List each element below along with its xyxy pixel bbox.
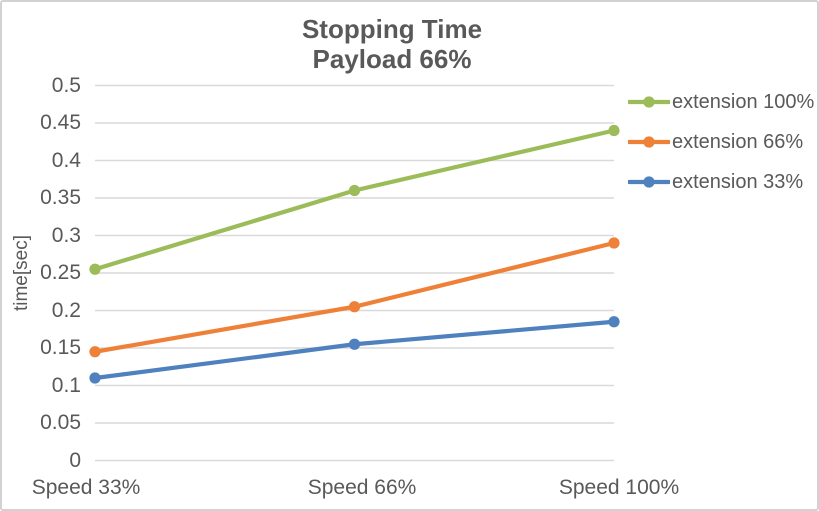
series-line-extension-66: [92, 240, 617, 354]
data-point-marker-extension-100: [348, 184, 361, 197]
legend-line-marker-icon: [628, 136, 670, 148]
legend-line-marker-icon: [628, 96, 670, 108]
legend-label: extension 33%: [672, 170, 804, 193]
data-point-marker-extension-66: [348, 301, 361, 313]
chart-title: Stopping Time: [301, 14, 483, 44]
data-point-marker-extension-100: [89, 263, 101, 275]
y-tick-label: 0.15: [40, 336, 81, 359]
legend-line-marker-icon: [628, 176, 670, 188]
legend-item-extension-66: extension 66%: [628, 130, 803, 154]
series-line-extension-100: [92, 128, 617, 272]
y-tick-label: 0.3: [51, 223, 81, 247]
legend-label: extension 66%: [672, 130, 804, 153]
y-tick-label: 0.45: [40, 111, 81, 134]
legend-label: extension 100%: [672, 90, 815, 113]
y-tick-label: 0.1: [51, 373, 81, 397]
data-point-marker-extension-100: [608, 124, 620, 137]
x-axis-label: Speed 66%: [307, 476, 417, 499]
data-point-marker-extension-33: [608, 316, 620, 328]
y-tick-label: 0.2: [51, 298, 81, 322]
y-tick-label: 0.4: [51, 148, 81, 172]
y-tick-label: 0.5: [51, 73, 81, 97]
y-tick-label: 0.25: [40, 261, 81, 284]
data-point-marker-extension-33: [89, 372, 101, 384]
y-tick-label: 0.05: [40, 411, 81, 434]
data-point-marker-extension-66: [608, 237, 620, 249]
data-point-marker-extension-66: [89, 346, 101, 358]
x-axis-label: Speed 100%: [558, 476, 680, 499]
x-axis-label: Speed 33%: [31, 476, 141, 499]
data-point-marker-extension-33: [348, 338, 361, 350]
series-line-extension-33: [92, 319, 617, 381]
y-tick-label: 0: [69, 448, 81, 472]
chart-title-block: Stopping Time Payload 66%: [2, 14, 782, 74]
legend-item-extension-100: extension 100%: [628, 90, 814, 114]
chart-subtitle: Payload 66%: [312, 44, 472, 74]
y-tick-label: 0.35: [40, 186, 81, 209]
legend-item-extension-33: extension 33%: [628, 170, 803, 194]
